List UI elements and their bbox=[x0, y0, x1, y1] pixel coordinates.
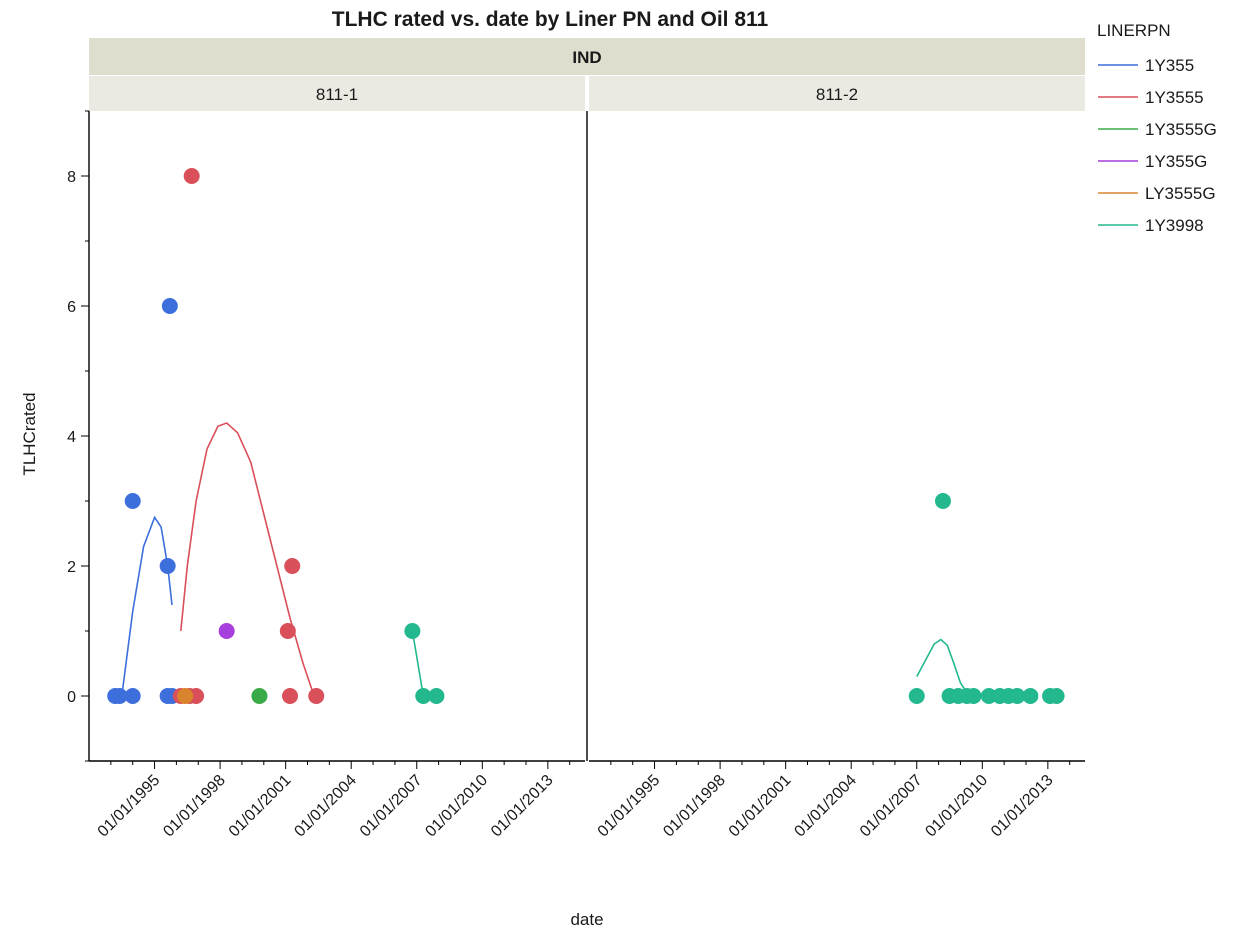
x-axis-label: date bbox=[570, 910, 603, 929]
x-tick-label: 01/01/2013 bbox=[488, 772, 557, 841]
x-tick-label: 01/01/1998 bbox=[660, 772, 729, 841]
x-tick-label: 01/01/2010 bbox=[422, 772, 491, 841]
panel-strip-label-2: 811-2 bbox=[816, 85, 858, 104]
x-tick-label: 01/01/2007 bbox=[357, 772, 426, 841]
point-1y355 bbox=[159, 558, 176, 574]
legend: LINERPN 1Y355 1Y3555 1Y3555G 1Y355G LY3555G 1… bbox=[1097, 21, 1217, 235]
curve-1y3555 bbox=[180, 422, 315, 697]
point-ly3555g bbox=[177, 688, 194, 704]
y-tick-label: 6 bbox=[67, 299, 76, 316]
legend-label: 1Y355G bbox=[1145, 152, 1207, 171]
point-1y3555 bbox=[282, 688, 299, 704]
x-tick-label: 01/01/1998 bbox=[160, 772, 229, 841]
point-1y3555g bbox=[251, 688, 268, 704]
legend-label: LY3555G bbox=[1145, 184, 1216, 203]
legend-label: 1Y3555 bbox=[1145, 88, 1204, 107]
curve-1y355 bbox=[121, 515, 173, 697]
y-tick-label: 4 bbox=[67, 429, 76, 446]
point-1y3998 bbox=[908, 688, 925, 704]
point-1y3998 bbox=[1048, 688, 1065, 704]
point-1y355 bbox=[124, 688, 141, 704]
point-1y3555 bbox=[308, 688, 325, 704]
point-1y355 bbox=[124, 493, 141, 509]
x-tick-label: 01/01/2004 bbox=[791, 772, 860, 841]
chart-title: TLHC rated vs. date by Liner PN and Oil … bbox=[332, 8, 769, 31]
x-tick-label: 01/01/2001 bbox=[226, 772, 295, 841]
y-tick-label: 0 bbox=[67, 689, 76, 706]
curve-1y3998 bbox=[411, 630, 425, 697]
point-1y355g bbox=[218, 623, 235, 639]
point-1y3998 bbox=[415, 688, 432, 704]
x-tick-label: 01/01/2001 bbox=[726, 772, 795, 841]
x-tick-label: 01/01/1995 bbox=[595, 772, 664, 841]
panel-strip-label-1: 811-1 bbox=[316, 85, 358, 104]
x-tick-label: 01/01/2010 bbox=[922, 772, 991, 841]
group-strip-background bbox=[89, 38, 1085, 75]
curve-1y3998 bbox=[916, 638, 970, 697]
point-1y3998 bbox=[1009, 688, 1026, 704]
point-1y3998 bbox=[1022, 688, 1039, 704]
legend-label: 1Y3555G bbox=[1145, 120, 1217, 139]
data-points bbox=[107, 168, 1065, 704]
point-1y3998 bbox=[428, 688, 445, 704]
y-tick-label: 8 bbox=[67, 169, 76, 186]
panel-strip-background-1 bbox=[89, 76, 585, 111]
point-1y3555 bbox=[284, 558, 301, 574]
y-axis-label: TLHCrated bbox=[20, 392, 39, 475]
smoothing-curves bbox=[121, 422, 970, 697]
legend-title: LINERPN bbox=[1097, 21, 1171, 40]
x-tick-label: 01/01/2013 bbox=[988, 772, 1057, 841]
legend-label: 1Y355 bbox=[1145, 56, 1194, 75]
axes: 0246801/01/199501/01/199801/01/200101/01… bbox=[67, 110, 1085, 841]
legend-label: 1Y3998 bbox=[1145, 216, 1204, 235]
point-1y3998 bbox=[965, 688, 982, 704]
x-tick-label: 01/01/2004 bbox=[291, 772, 360, 841]
point-1y3998 bbox=[934, 493, 951, 509]
point-1y3998 bbox=[404, 623, 421, 639]
x-tick-label: 01/01/2007 bbox=[857, 772, 926, 841]
point-1y355 bbox=[111, 688, 128, 704]
point-1y3555 bbox=[279, 623, 296, 639]
point-1y355 bbox=[161, 298, 178, 314]
x-tick-label: 01/01/1995 bbox=[95, 772, 164, 841]
group-strip-label: IND bbox=[572, 48, 601, 67]
y-tick-label: 2 bbox=[67, 559, 76, 576]
point-1y3555 bbox=[183, 168, 200, 184]
panel-strip-background-2 bbox=[589, 76, 1085, 111]
